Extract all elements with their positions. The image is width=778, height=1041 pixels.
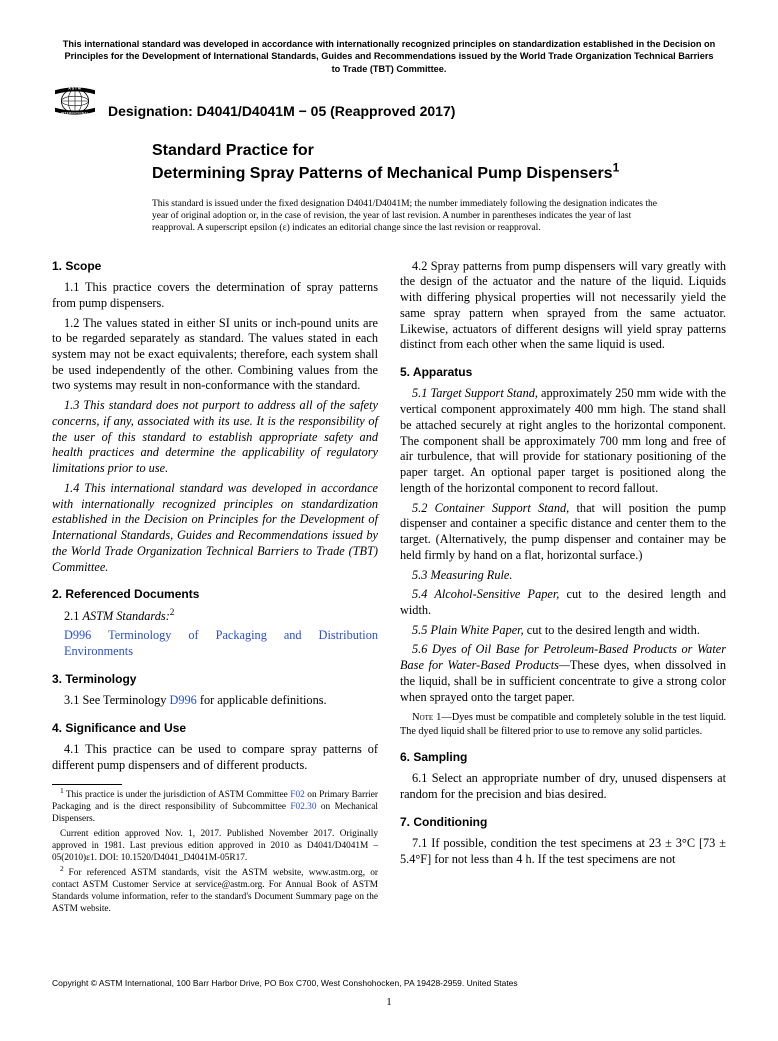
issuance-note: This standard is issued under the fixed … [152, 198, 666, 235]
para-5-1: 5.1 Target Support Stand, approximately … [400, 386, 726, 496]
title-lead: Standard Practice for [152, 141, 686, 161]
footnote-1-p2: Current edition approved Nov. 1, 2017. P… [52, 828, 378, 864]
section-6-heading: 6. Sampling [400, 750, 726, 765]
section-1-heading: 1. Scope [52, 259, 378, 274]
title-block: Standard Practice for Determining Spray … [152, 141, 686, 183]
para-1-1: 1.1 This practice covers the determinati… [52, 280, 378, 311]
designation-label: Designation: D4041/D4041M − 05 (Reapprov… [108, 103, 455, 121]
referenced-standard: D996 Terminology of Packaging and Distri… [52, 628, 378, 659]
document-page: This international standard was develope… [0, 0, 778, 1041]
note-1: Note 1—Dyes must be compatible and compl… [400, 711, 726, 737]
footnote-2: 2 For referenced ASTM standards, visit t… [52, 867, 378, 915]
para-2-1: 2.1 ASTM Standards:2 [52, 609, 378, 625]
footnote-1: 1 This practice is under the jurisdictio… [52, 789, 378, 825]
para-5-5: 5.5 Plain White Paper, cut to the desire… [400, 623, 726, 639]
committee-f02-link[interactable]: F02 [290, 790, 304, 800]
terminology-d996-link[interactable]: D996 [169, 693, 196, 707]
para-5-2: 5.2 Container Support Stand, that will p… [400, 501, 726, 564]
page-number: 1 [0, 995, 778, 1009]
section-2-heading: 2. Referenced Documents [52, 587, 378, 602]
tbt-committee-note: This international standard was develope… [62, 38, 716, 75]
subcommittee-f0230-link[interactable]: F02.30 [290, 802, 316, 812]
ref-d996-link[interactable]: D996 [64, 628, 91, 642]
footnote-block: 1 This practice is under the jurisdictio… [52, 784, 378, 916]
copyright-line: Copyright © ASTM International, 100 Barr… [52, 978, 518, 989]
para-1-4: 1.4 This international standard was deve… [52, 481, 378, 575]
para-1-2: 1.2 The values stated in either SI units… [52, 316, 378, 395]
section-5-heading: 5. Apparatus [400, 365, 726, 380]
para-5-6: 5.6 Dyes of Oil Base for Petroleum-Based… [400, 642, 726, 705]
para-5-4: 5.4 Alcohol-Sensitive Paper, cut to the … [400, 587, 726, 618]
para-4-2: 4.2 Spray patterns from pump dispensers … [400, 259, 726, 353]
para-1-3: 1.3 This standard does not purport to ad… [52, 398, 378, 477]
astm-logo-icon: ASTM INTERNATIONAL [54, 87, 96, 115]
body-columns: 1. Scope 1.1 This practice covers the de… [52, 259, 726, 919]
svg-text:ASTM: ASTM [68, 87, 81, 90]
title-main: Determining Spray Patterns of Mechanical… [152, 164, 686, 184]
para-7-1: 7.1 If possible, condition the test spec… [400, 836, 726, 867]
svg-text:INTERNATIONAL: INTERNATIONAL [61, 111, 89, 115]
header-row: ASTM INTERNATIONAL Designation: D4041/D4… [52, 87, 726, 121]
para-4-1: 4.1 This practice can be used to compare… [52, 742, 378, 773]
para-3-1: 3.1 See Terminology D996 for applicable … [52, 693, 378, 709]
footnote-rule [52, 784, 122, 785]
section-3-heading: 3. Terminology [52, 672, 378, 687]
section-7-heading: 7. Conditioning [400, 815, 726, 830]
para-5-3: 5.3 Measuring Rule. [400, 568, 726, 584]
astm-logo: ASTM INTERNATIONAL [52, 87, 98, 120]
para-6-1: 6.1 Select an appropriate number of dry,… [400, 771, 726, 802]
section-4-heading: 4. Significance and Use [52, 721, 378, 736]
